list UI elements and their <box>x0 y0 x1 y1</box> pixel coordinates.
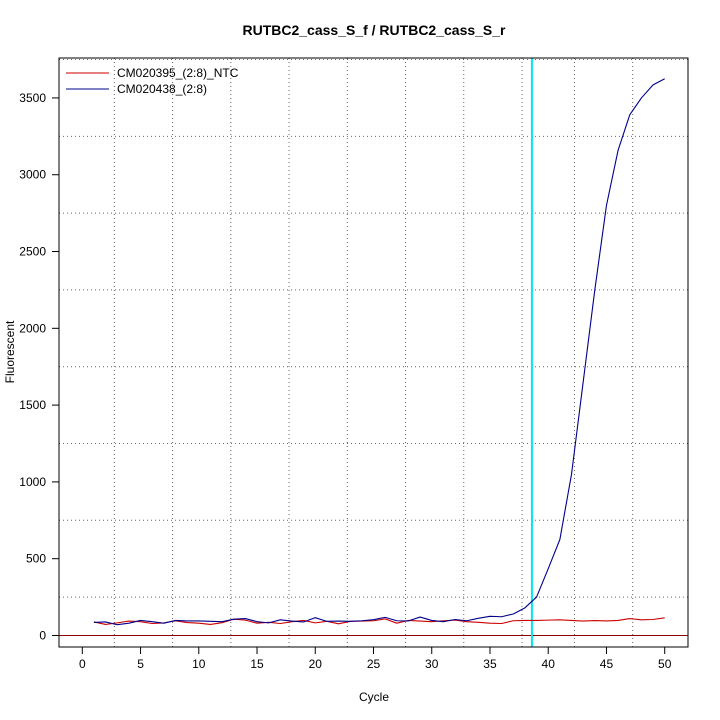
y-tick-label: 2000 <box>19 321 46 335</box>
y-tick-label: 1000 <box>19 475 46 489</box>
x-tick-label: 45 <box>600 657 614 671</box>
y-tick-label: 3500 <box>19 91 46 105</box>
x-tick-label: 40 <box>542 657 556 671</box>
axes: 0 5 10 15 20 25 30 35 40 45 5005001000150020002500… <box>19 91 671 671</box>
legend: CM020395_(2:8)_NTC CM020438_(2:8) <box>66 66 239 96</box>
legend-label-sample: CM020438_(2:8) <box>117 82 207 96</box>
chart-title: RUTBC2_cass_S_f / RUTBC2_cass_S_r <box>242 22 506 38</box>
y-tick-label: 3000 <box>19 168 46 182</box>
series-line-ntc <box>93 617 665 625</box>
y-tick-label: 2500 <box>19 245 46 259</box>
legend-label-ntc: CM020395_(2:8)_NTC <box>117 66 239 80</box>
x-tick-label: 35 <box>483 657 497 671</box>
y-tick-label: 1500 <box>19 398 46 412</box>
x-tick-label: 15 <box>250 657 264 671</box>
grid <box>59 58 688 647</box>
threshold-layer <box>59 58 688 647</box>
series-line-sample <box>93 78 665 626</box>
x-tick-label: 25 <box>367 657 381 671</box>
x-tick-label: 5 <box>137 657 144 671</box>
y-axis-label: Fluorescent <box>3 320 17 383</box>
series-layer <box>93 78 665 626</box>
x-tick-label: 20 <box>309 657 323 671</box>
x-tick-label: 10 <box>192 657 206 671</box>
x-tick-label: 50 <box>658 657 672 671</box>
x-tick-label: 0 <box>79 657 86 671</box>
y-tick-label: 0 <box>39 628 46 642</box>
x-axis-label: Cycle <box>359 690 389 704</box>
y-tick-label: 500 <box>26 552 46 566</box>
x-tick-label: 30 <box>425 657 439 671</box>
